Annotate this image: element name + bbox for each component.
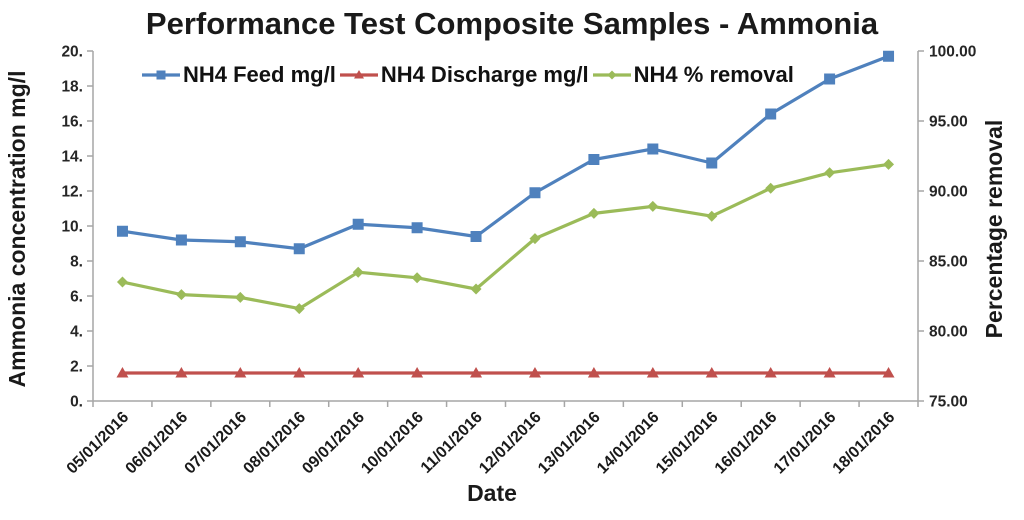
svg-text:14/01/2016: 14/01/2016 [594,409,663,478]
svg-text:09/01/2016: 09/01/2016 [299,409,368,478]
svg-text:15/01/2016: 15/01/2016 [653,409,722,478]
series-plot [116,50,895,378]
left-tick-label: 8. [70,254,83,271]
axis-ticks: 0. 2. 4. 6. 8. 10. 12. 14. 16. 18. 20. 75.00 80.00 85… [61,44,976,411]
x-axis-label: 05/01/2016 [64,409,133,478]
left-axis-title: Ammonia concentration mg/l [4,71,30,388]
legend-label: NH4 Discharge mg/l [380,62,589,87]
x-axis-label: 07/01/2016 [182,409,251,478]
right-tick-label: 90.00 [929,184,968,201]
x-axis-label: 06/01/2016 [123,409,192,478]
svg-text:08/01/2016: 08/01/2016 [240,409,309,478]
axes [92,51,919,402]
left-tick-label: 18. [61,79,83,96]
chart-title: Performance Test Composite Samples - Amm… [146,6,879,41]
x-axis-label: 11/01/2016 [418,409,486,477]
x-axis-label: 15/01/2016 [653,409,722,478]
right-tick-label: 100.00 [929,44,976,61]
svg-text:12/01/2016: 12/01/2016 [476,409,545,478]
legend-item-nh4-discharge-mg-l: NH4 Discharge mg/l [339,62,593,88]
right-tick-label: 80.00 [929,324,968,341]
left-tick-label: 20. [61,44,83,61]
svg-text:16/01/2016: 16/01/2016 [712,409,781,478]
x-axis-label: 16/01/2016 [712,409,781,478]
svg-text:05/01/2016: 05/01/2016 [64,409,133,478]
left-tick-label: 2. [70,359,83,376]
svg-text:17/01/2016: 17/01/2016 [771,409,840,478]
legend: NH4 Feed mg/l NH4 Discharge mg/l NH4 % rem… [142,62,798,88]
right-tick-label: 95.00 [929,114,968,131]
x-axis-label: 10/01/2016 [358,409,427,478]
series-nh4-feed-mg-l [116,50,895,255]
left-tick-label: 0. [70,394,83,411]
svg-text:07/01/2016: 07/01/2016 [182,409,251,478]
series-nh4-discharge-mg-l [116,367,895,378]
left-tick-label: 12. [61,184,83,201]
left-tick-label: 14. [61,149,83,166]
right-tick-label: 85.00 [929,254,968,271]
legend-item-nh4-removal: NH4 % removal [592,62,798,88]
x-axis-title: Date [467,480,517,506]
legend-label: NH4 % removal [633,62,794,87]
legend-item-nh4-feed-mg-l: NH4 Feed mg/l [142,62,340,88]
diamond-marker-icon [592,70,631,80]
x-axis-label: 13/01/2016 [535,409,604,478]
x-axis-label: 18/01/2016 [830,409,899,478]
x-axis-label: 17/01/2016 [771,409,840,478]
series-nh4-removal [116,158,895,315]
triangle-marker-icon [339,70,378,79]
left-tick-label: 6. [70,289,83,306]
x-axis-labels: 05/01/201606/01/201607/01/201608/01/2016… [64,409,899,478]
square-marker-icon [142,70,180,80]
x-axis-label: 08/01/2016 [240,409,309,478]
x-axis-label: 09/01/2016 [299,409,368,478]
svg-text:13/01/2016: 13/01/2016 [535,409,604,478]
x-axis-label: 12/01/2016 [476,409,545,478]
svg-text:10/01/2016: 10/01/2016 [358,409,427,478]
svg-text:06/01/2016: 06/01/2016 [123,409,192,478]
legend-label: NH4 Feed mg/l [183,62,336,87]
svg-text:18/01/2016: 18/01/2016 [830,409,899,478]
x-axis-label: 14/01/2016 [594,409,663,478]
left-tick-label: 4. [70,324,83,341]
left-tick-label: 16. [61,114,83,131]
right-axis-title: Percentage removal [981,120,1007,339]
right-tick-label: 75.00 [929,394,968,411]
left-tick-label: 10. [61,219,83,236]
svg-text:11/01/2016: 11/01/2016 [418,409,486,477]
